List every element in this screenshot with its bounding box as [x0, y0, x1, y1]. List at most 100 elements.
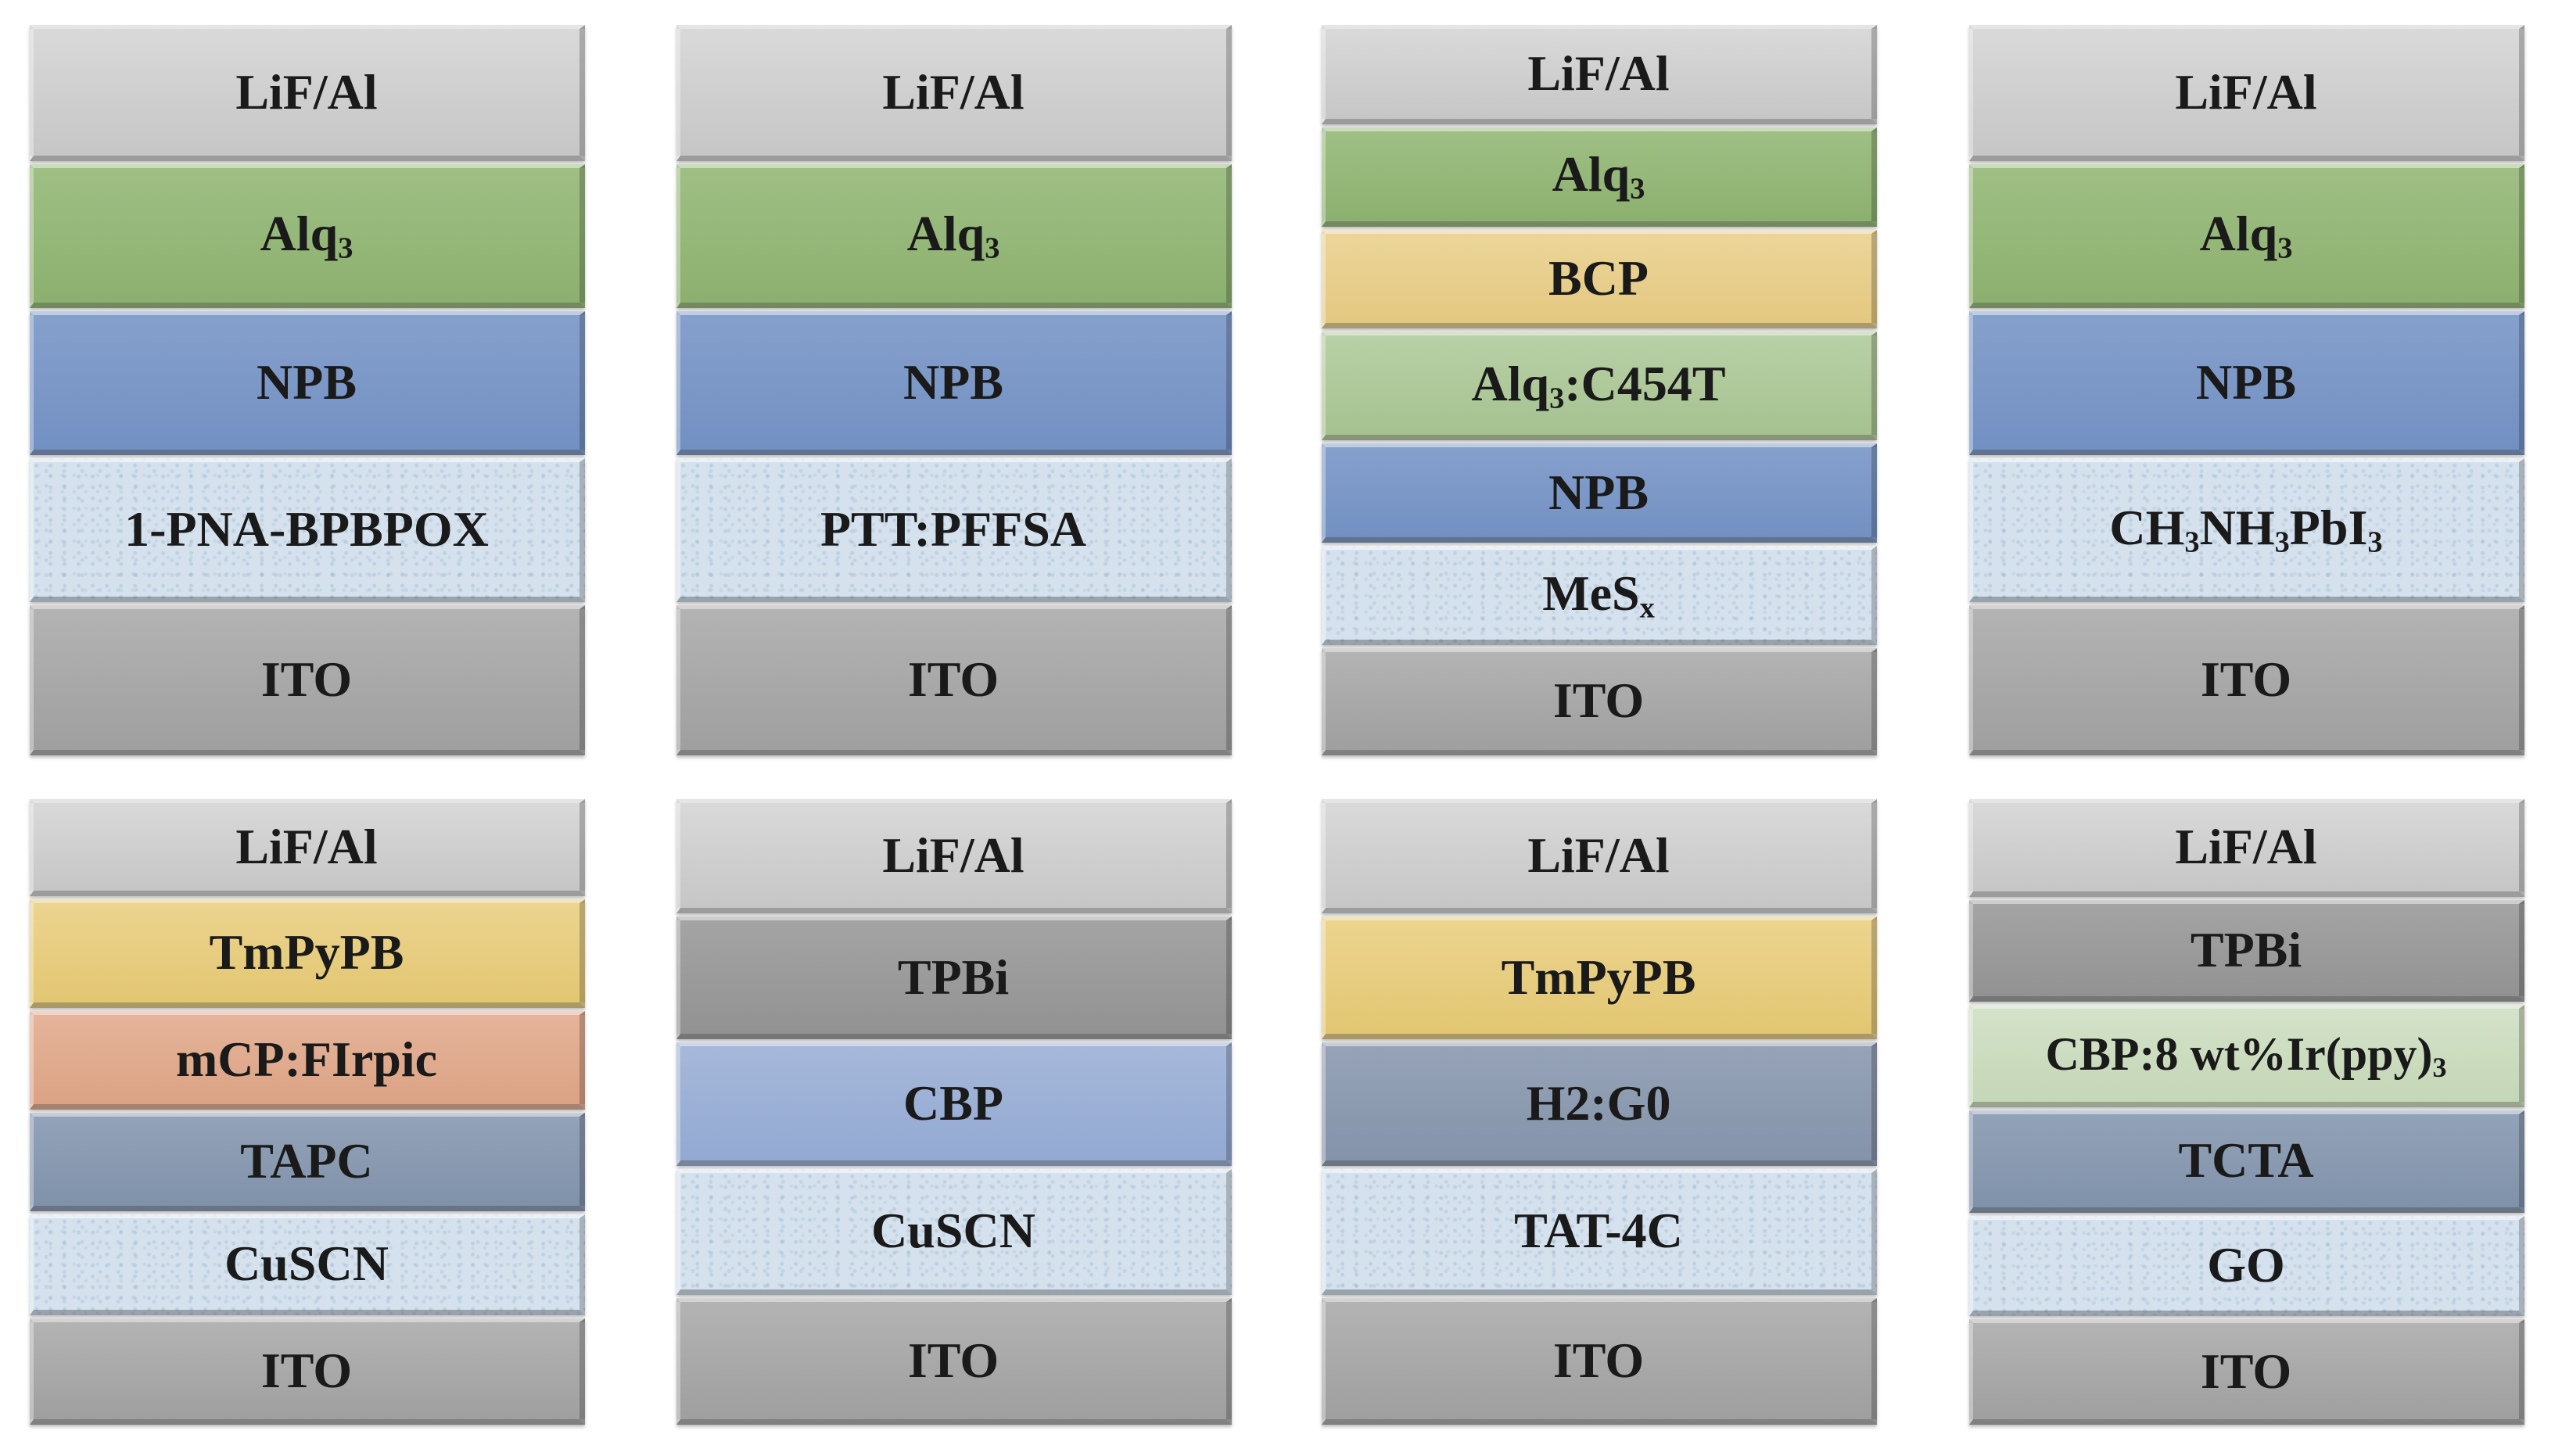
layer-label-text: TPBi [2190, 921, 2302, 977]
layer-label-text: PTT:PFFSA [820, 501, 1087, 557]
layer-label-text: ITO [1552, 1332, 1645, 1388]
layer-tpbi: TPBi [1969, 899, 2524, 1002]
layer-lif-al: LiF/Al [676, 25, 1232, 161]
layer-label: TAT-4C [1514, 1202, 1683, 1260]
layer-label: Alq3:C454T [1471, 355, 1725, 416]
layer-label-text: LiF/Al [2175, 819, 2317, 875]
layer-alq3: Alq3 [30, 164, 585, 308]
layer-label: Alq3 [260, 205, 353, 266]
layer-lif-al: LiF/Al [1969, 25, 2524, 161]
layer-label-text: CBP:8 wt%Ir(ppy) [2045, 1027, 2433, 1080]
layer-alq3: Alq3 [1322, 127, 1877, 227]
layer-label: ITO [908, 1332, 999, 1390]
layer-cbp: CBP [676, 1042, 1232, 1167]
layer-label-text: ITO [260, 651, 353, 707]
layer-label-text: TmPyPB [1501, 949, 1696, 1005]
layer-label: 1-PNA-BPBPOX [124, 500, 489, 558]
layer-label-text: TAPC [240, 1133, 373, 1189]
layer-tapc: TAPC [30, 1112, 585, 1212]
layer-1-pna-bpbpox: 1-PNA-BPBPOX [30, 458, 585, 602]
layer-label-text: GO [2207, 1236, 2285, 1293]
layer-npb: NPB [30, 311, 585, 455]
layer-go: GO [1969, 1215, 2524, 1317]
layer-alq3-c454t: Alq3:C454T [1322, 332, 1877, 441]
layer-label-text: TCTA [2178, 1132, 2314, 1189]
layer-bcp: BCP [1322, 229, 1877, 329]
layer-label: CuSCN [871, 1202, 1035, 1260]
layer-label-text: Alq [260, 206, 339, 262]
layer-cbp-8-wt-ir-ppy-3: CBP:8 wt%Ir(ppy)3 [1969, 1005, 2524, 1107]
layer-label: LiF/Al [882, 827, 1024, 884]
layer-label-subscript: 3 [985, 231, 1000, 265]
layer-tmpypb: TmPyPB [1322, 916, 1877, 1039]
layer-label: CuSCN [224, 1235, 389, 1293]
layer-label-text: LiF/Al [235, 64, 378, 120]
layer-ito: ITO [1969, 1319, 2524, 1425]
layer-label-text: TPBi [897, 949, 1010, 1005]
layer-label-text: NH [2199, 500, 2275, 556]
layer-label: LiF/Al [2175, 818, 2316, 876]
layer-label-text: CBP [903, 1074, 1003, 1131]
layer-label-text: PbI [2289, 500, 2368, 556]
layer-label-text: NPB [257, 354, 357, 410]
layer-label: ITO [1553, 672, 1644, 730]
layer-ch3nh3pbi3: CH3NH3PbI3 [1969, 458, 2524, 602]
layer-tcta: TCTA [1969, 1110, 2524, 1213]
layer-label: mCP:FIrpic [176, 1031, 437, 1088]
layer-label-subscript: 3 [1549, 382, 1565, 415]
layer-lif-al: LiF/Al [30, 25, 585, 161]
layer-label-text: NPB [1548, 464, 1649, 520]
layer-label: NPB [903, 353, 1003, 411]
layer-label-text: LiF/Al [235, 819, 378, 875]
layer-label-text: LiF/Al [1527, 827, 1670, 884]
layer-lif-al: LiF/Al [676, 799, 1232, 914]
layer-ito: ITO [1322, 647, 1877, 755]
layer-ptt-pffsa: PTT:PFFSA [676, 458, 1232, 602]
layer-mesx: MeSx [1322, 546, 1877, 645]
layer-lif-al: LiF/Al [30, 799, 585, 897]
layer-label-subscript: 3 [338, 231, 353, 265]
layer-ito: ITO [676, 605, 1232, 755]
layer-label: Alq3 [907, 205, 1000, 266]
layer-label-text: NPB [903, 354, 1003, 410]
layer-label: CBP:8 wt%Ir(ppy)3 [2046, 1027, 2447, 1084]
layer-label: TmPyPB [1502, 949, 1696, 1006]
layer-label: Alq3 [2200, 205, 2293, 266]
layer-tat-4c: TAT-4C [1322, 1169, 1877, 1295]
device-stack-7: LiF/Al TmPyPB H2:G0 TAT-4C ITO [1322, 799, 1877, 1428]
layer-label: LiF/Al [1527, 827, 1669, 884]
layer-label-text: BCP [1548, 249, 1649, 306]
layer-lif-al: LiF/Al [1322, 25, 1877, 124]
layer-label: LiF/Al [2175, 63, 2316, 121]
layer-label-text: TAT-4C [1514, 1203, 1683, 1259]
layer-label: LiF/Al [1527, 45, 1669, 102]
layer-label: NPB [257, 353, 357, 411]
layer-npb: NPB [1969, 311, 2524, 455]
layer-label: PTT:PFFSA [820, 500, 1086, 558]
layer-label: TPBi [2191, 921, 2302, 979]
device-stack-2: LiF/Al Alq3 NPB PTT:PFFSA ITO [676, 25, 1232, 758]
layer-label-subscript: 3 [2184, 525, 2200, 559]
layer-label-text: TmPyPB [209, 924, 404, 981]
layer-label: TmPyPB [210, 923, 404, 981]
layer-label-text: ITO [260, 1342, 353, 1398]
layer-label-text: LiF/Al [1527, 45, 1670, 102]
layer-label-text: MeS [1542, 565, 1640, 621]
layer-ito: ITO [1322, 1297, 1877, 1425]
layer-label: ITO [2201, 1343, 2291, 1400]
layer-label: ITO [2201, 651, 2291, 708]
device-stack-3: LiF/Al Alq3 BCP Alq3:C454T NPB MeSx ITO [1322, 25, 1877, 758]
layer-ito: ITO [676, 1297, 1232, 1425]
layer-label: LiF/Al [235, 63, 377, 121]
layer-label-text: ITO [2200, 1343, 2292, 1399]
layer-label-text: Alq [2199, 206, 2278, 262]
layer-label: NPB [1548, 464, 1649, 522]
layer-label-text: CH [2109, 500, 2185, 556]
layer-label-text: 1-PNA-BPBPOX [124, 501, 489, 557]
layer-label-text: Alq [906, 206, 985, 262]
layer-label-text: CuSCN [871, 1203, 1035, 1259]
layer-label-text: ITO [1552, 672, 1645, 729]
layer-label: LiF/Al [882, 63, 1024, 121]
layer-label: H2:G0 [1527, 1074, 1671, 1132]
layer-label: NPB [2196, 353, 2296, 411]
